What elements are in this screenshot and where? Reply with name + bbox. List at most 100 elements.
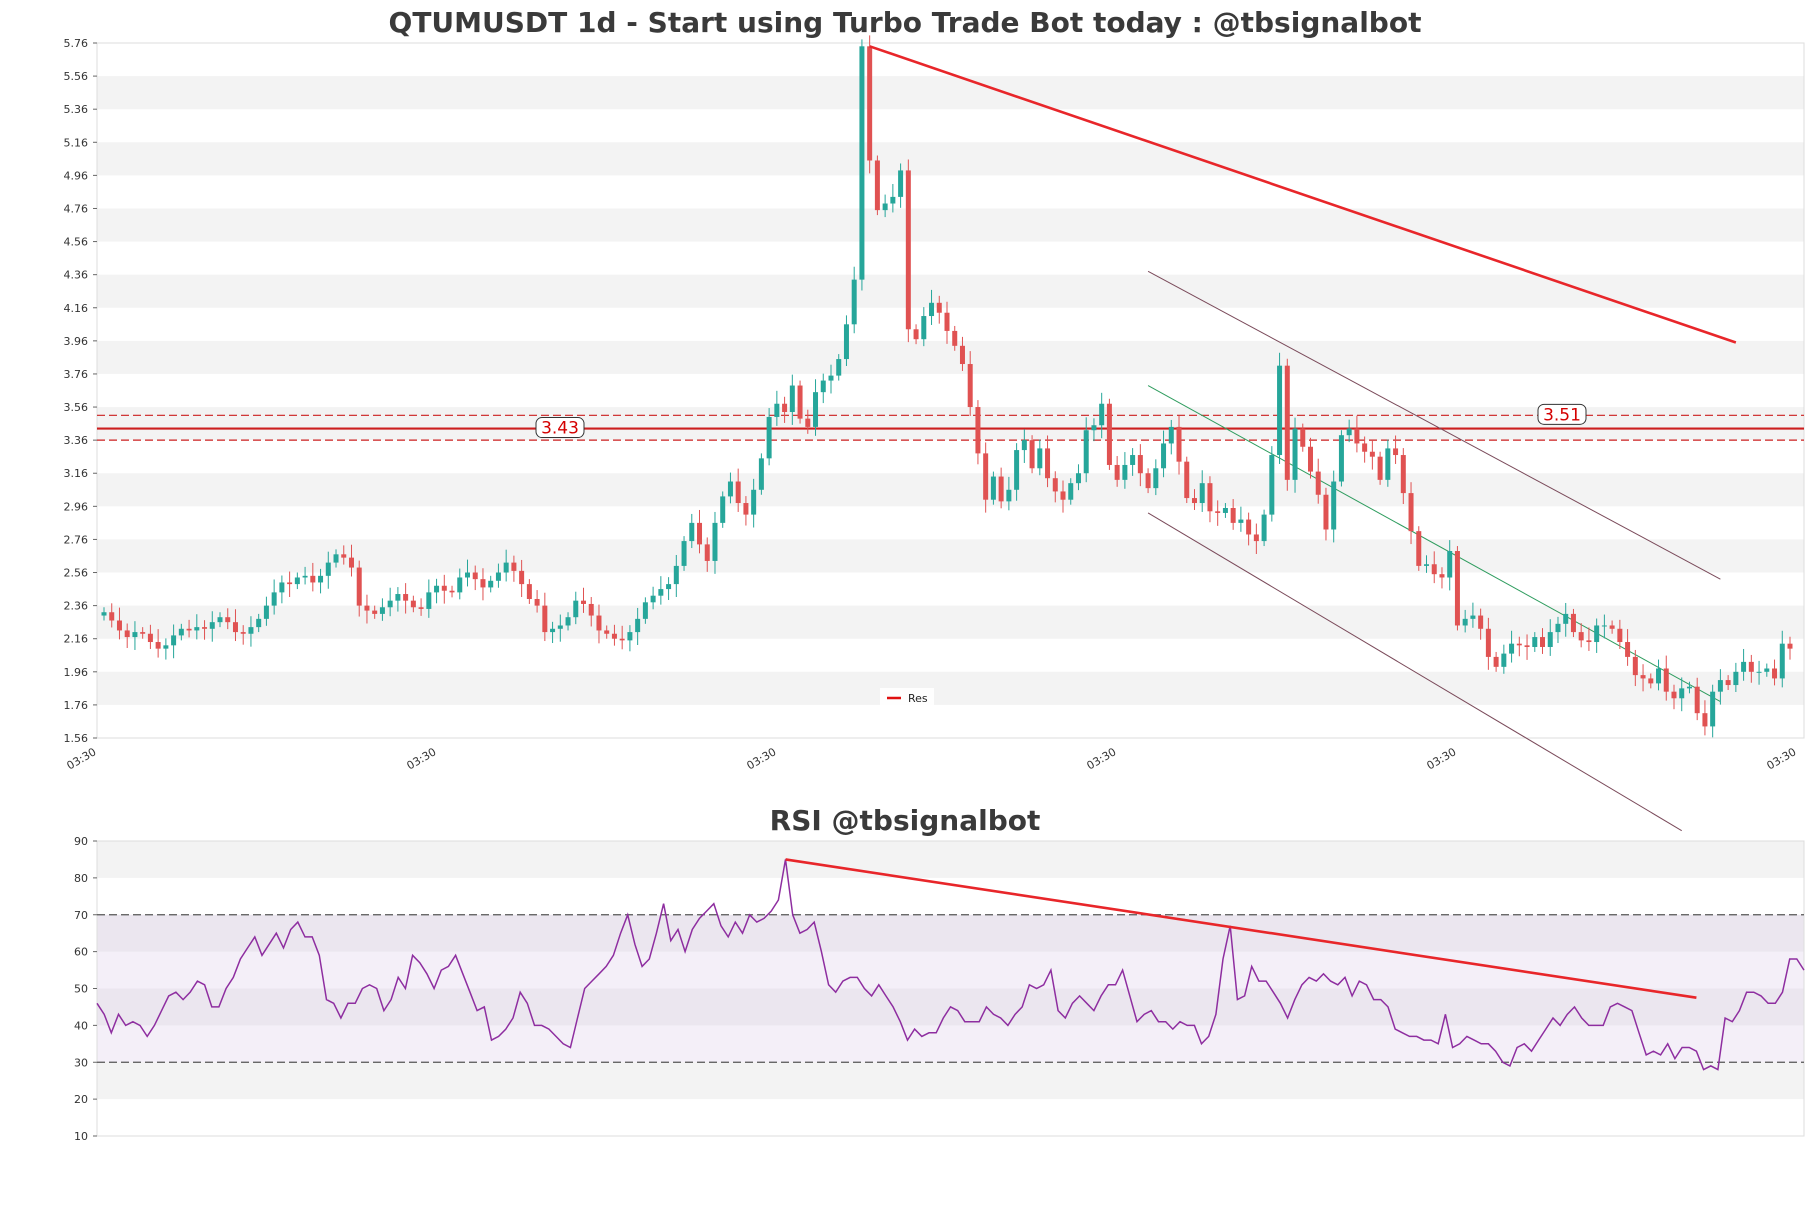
candle xyxy=(1377,451,1383,485)
price-y-tick-label: 2.76 xyxy=(64,533,89,546)
candle-body xyxy=(1570,613,1576,633)
price-y-tick-label: 5.36 xyxy=(64,103,89,116)
candle xyxy=(1741,648,1747,681)
candle xyxy=(519,559,525,598)
candle xyxy=(372,605,378,619)
candle xyxy=(1648,673,1654,689)
candle xyxy=(511,555,517,582)
candle-body xyxy=(1555,623,1561,633)
rsi-grid-band xyxy=(97,841,1804,878)
candle-body xyxy=(890,196,896,204)
candle xyxy=(1694,677,1700,721)
candle xyxy=(356,560,362,617)
candle xyxy=(202,620,208,640)
candle xyxy=(990,471,996,505)
candle xyxy=(341,545,347,565)
candle xyxy=(1478,608,1484,640)
level-label-value: 3.43 xyxy=(541,419,579,439)
rsi-trend-line xyxy=(785,858,1697,1000)
candle-body xyxy=(232,622,238,633)
candle xyxy=(495,563,501,588)
price-y-tick-label: 1.76 xyxy=(64,699,89,712)
candle-body xyxy=(356,567,362,606)
candle-body xyxy=(310,575,316,583)
candle xyxy=(1168,419,1174,455)
candle-body xyxy=(372,610,378,614)
candle xyxy=(727,472,733,504)
candle-body xyxy=(681,541,687,566)
candle-body xyxy=(1702,713,1708,727)
candle-body xyxy=(1091,425,1097,431)
candle xyxy=(1253,523,1259,554)
candle-body xyxy=(1516,643,1522,646)
candle-body xyxy=(1586,640,1592,643)
candle xyxy=(635,607,641,646)
price-y-tick-label: 3.36 xyxy=(64,434,89,447)
candle xyxy=(689,513,695,549)
candle xyxy=(1176,415,1182,475)
candle xyxy=(929,289,935,325)
candle-body xyxy=(325,562,331,576)
candle-body xyxy=(557,625,563,629)
price-x-tick-label: 03:30 xyxy=(1085,745,1119,772)
candle xyxy=(967,351,973,416)
candle xyxy=(1099,392,1105,439)
candle xyxy=(1346,419,1352,443)
candle-body xyxy=(534,599,540,606)
candle xyxy=(882,194,888,218)
candle xyxy=(557,614,563,642)
candle-body xyxy=(898,170,904,197)
candle-body xyxy=(1006,489,1012,502)
candle xyxy=(604,625,610,639)
candle xyxy=(1555,616,1561,644)
candle-body xyxy=(1632,656,1638,676)
candle-body xyxy=(1601,625,1607,627)
price-grid-bands xyxy=(97,76,1804,705)
candle-body xyxy=(1238,519,1244,523)
candle xyxy=(116,607,122,640)
candle-body xyxy=(1741,661,1747,672)
candle xyxy=(843,315,849,367)
candle-body xyxy=(913,329,919,340)
candle xyxy=(836,354,842,381)
candle xyxy=(1238,506,1244,532)
candle-body xyxy=(464,572,470,578)
candle-body xyxy=(1625,642,1631,657)
candle xyxy=(1787,636,1793,660)
candle xyxy=(758,453,764,495)
candle xyxy=(441,574,447,604)
price-x-axis: 03:30 03:30 03:30 03:30 03:30 03:30 xyxy=(65,745,1799,772)
candle xyxy=(542,592,548,642)
price-y-tick-label: 4.96 xyxy=(64,169,89,182)
candle xyxy=(1431,551,1437,584)
candle-body xyxy=(263,605,269,619)
candle-body xyxy=(441,585,447,591)
candle xyxy=(1532,632,1538,652)
level-label-value: 3.51 xyxy=(1543,405,1581,425)
resistance-levels xyxy=(97,414,1804,441)
candle-body xyxy=(820,380,826,393)
candle xyxy=(410,595,416,613)
candle xyxy=(1772,659,1778,686)
candle-body xyxy=(1269,455,1275,515)
candle xyxy=(333,549,339,568)
candle xyxy=(1748,654,1754,683)
candle xyxy=(434,578,440,604)
candle-body xyxy=(348,557,354,568)
candle xyxy=(457,568,463,600)
candle xyxy=(1230,499,1236,530)
candle-body xyxy=(1524,645,1530,647)
candle-body xyxy=(1277,365,1283,456)
candle xyxy=(1323,487,1329,541)
candle xyxy=(813,379,819,436)
candle xyxy=(209,611,215,642)
candle-body xyxy=(1331,481,1337,530)
candle-body xyxy=(843,324,849,360)
candle xyxy=(611,624,617,646)
candle-body xyxy=(604,630,610,634)
level-label: 3.43 xyxy=(535,417,585,439)
price-y-tick-label: 2.36 xyxy=(64,600,89,613)
candle xyxy=(1470,602,1476,628)
candle-body xyxy=(279,582,285,593)
candle xyxy=(1601,614,1607,639)
